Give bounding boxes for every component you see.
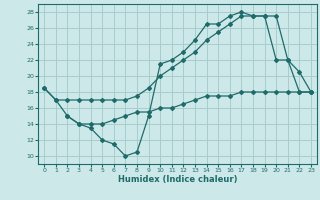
X-axis label: Humidex (Indice chaleur): Humidex (Indice chaleur) bbox=[118, 175, 237, 184]
